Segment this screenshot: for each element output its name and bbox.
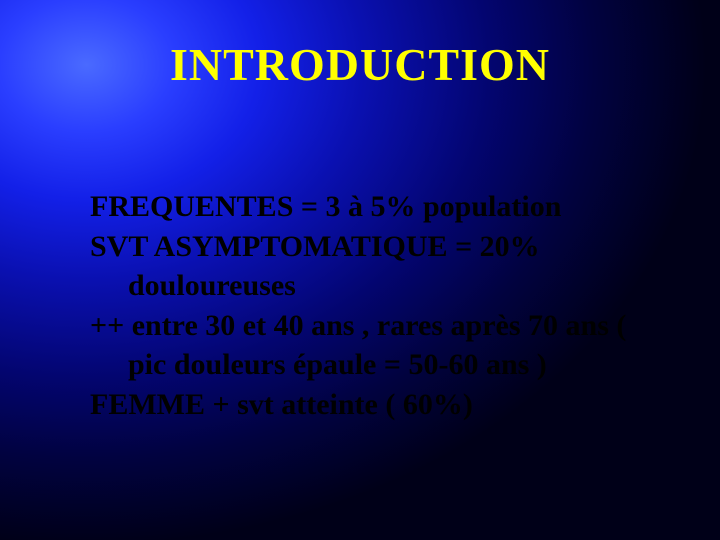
slide: INTRODUCTION FREQUENTES = 3 à 5% populat… [0, 0, 720, 540]
slide-title: INTRODUCTION [0, 38, 720, 91]
body-line-2: SVT ASYMPTOMATIQUE = 20% douloureuses [90, 228, 660, 305]
body-line-4: FEMME + svt atteinte ( 60%) [90, 386, 660, 424]
body-line-1: FREQUENTES = 3 à 5% population [90, 188, 660, 226]
slide-body: FREQUENTES = 3 à 5% population SVT ASYMP… [90, 188, 660, 426]
body-line-3: ++ entre 30 et 40 ans , rares après 70 a… [90, 307, 660, 384]
